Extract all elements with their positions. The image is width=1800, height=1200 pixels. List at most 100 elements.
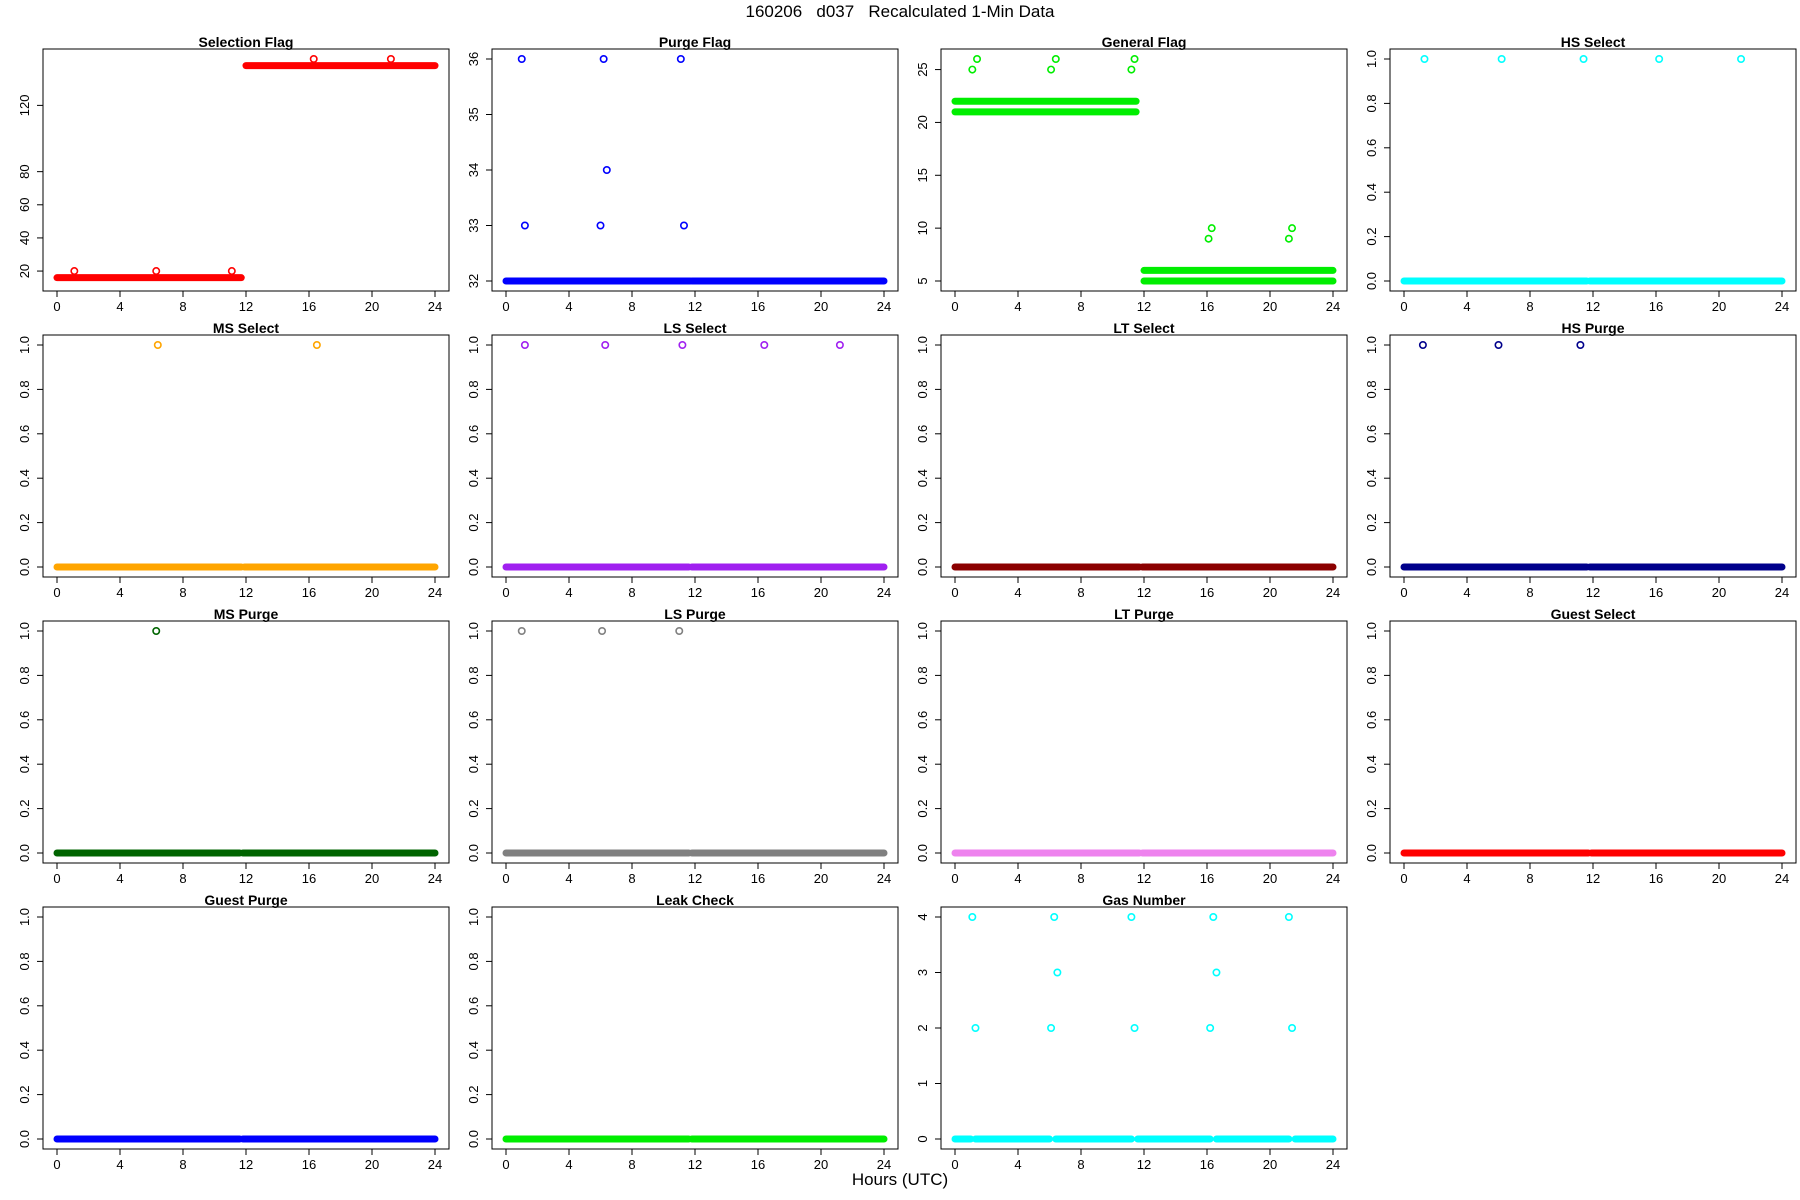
x-tick-label: 0 [1400, 299, 1407, 314]
x-tick-label: 16 [751, 1157, 765, 1172]
plot-frame [1389, 334, 1797, 578]
y-tick-label: 1.0 [466, 622, 481, 640]
y-tick-label: 0.0 [17, 844, 32, 862]
data-point [520, 340, 529, 349]
y-tick-label: 2 [915, 1024, 930, 1031]
x-tick-label: 20 [1263, 299, 1277, 314]
panel-13: Guest Purge 0 4 8 12 16 20 24 0.0 0.2 0.4 0.6 0.8 1.0 [17, 892, 450, 1172]
y-tick-label: 0.6 [1364, 139, 1379, 157]
x-tick-label: 8 [1526, 299, 1533, 314]
x-tick-label: 24 [1326, 299, 1340, 314]
x-tick-label: 12 [239, 585, 253, 600]
x-tick-label: 24 [877, 299, 891, 314]
x-tick-label: 4 [1463, 585, 1470, 600]
y-tick-label: 0.2 [466, 514, 481, 532]
data-point [153, 340, 162, 349]
y-tick-label: 1.0 [1364, 336, 1379, 354]
plot-frame [42, 906, 450, 1150]
x-tick-label: 20 [1263, 585, 1277, 600]
y-tick-label: 0.8 [466, 666, 481, 684]
data-point [1655, 54, 1664, 63]
data-point [152, 626, 161, 635]
x-tick-label: 8 [179, 299, 186, 314]
x-tick-label: 8 [179, 871, 186, 886]
plot-frame [1389, 620, 1797, 864]
data-point [1047, 65, 1056, 74]
x-tick-label: 12 [688, 585, 702, 600]
panel-10: LS Purge 0 4 8 12 16 20 24 0.0 0.2 0.4 0.6 0.8 1.0 [466, 606, 899, 886]
data-point [312, 340, 321, 349]
panel-title: Selection Flag [199, 34, 294, 50]
x-tick-label: 4 [1014, 585, 1021, 600]
y-tick-label: 0.8 [17, 666, 32, 684]
plot-frame [940, 620, 1348, 864]
x-axis: 0 4 8 12 16 20 24 [53, 1148, 442, 1172]
y-tick-label: 0.6 [466, 997, 481, 1015]
x-axis: 0 4 8 12 16 20 24 [502, 862, 891, 886]
x-tick-label: 8 [1077, 871, 1084, 886]
x-tick-label: 0 [1400, 871, 1407, 886]
y-tick-label: 0.8 [915, 380, 930, 398]
x-tick-label: 16 [1200, 299, 1214, 314]
x-tick-label: 12 [1137, 585, 1151, 600]
y-tick-label: 0.6 [1364, 711, 1379, 729]
y-axis: 0.0 0.2 0.4 0.6 0.8 1.0 [17, 908, 44, 1148]
plot-frame [42, 620, 450, 864]
x-tick-label: 0 [951, 299, 958, 314]
x-axis: 0 4 8 12 16 20 24 [951, 576, 1340, 600]
x-tick-label: 24 [1326, 1157, 1340, 1172]
panel-title: Guest Purge [204, 892, 287, 908]
y-tick-label: 0.0 [17, 1130, 32, 1148]
y-tick-label: 40 [17, 231, 32, 245]
y-tick-label: 1 [915, 1080, 930, 1087]
x-tick-label: 24 [1326, 585, 1340, 600]
x-tick-label: 16 [1649, 585, 1663, 600]
x-tick-label: 8 [179, 585, 186, 600]
x-tick-label: 12 [1586, 299, 1600, 314]
data-point [602, 166, 611, 175]
x-tick-label: 8 [628, 299, 635, 314]
y-tick-label: 4 [915, 913, 930, 920]
y-axis: 0.0 0.2 0.4 0.6 0.8 1.0 [466, 336, 493, 576]
y-tick-label: 35 [466, 107, 481, 121]
page-title: 160206 d037 Recalculated 1-Min Data [745, 2, 1055, 21]
y-tick-label: 0.8 [466, 380, 481, 398]
data-point [70, 267, 79, 276]
x-axis: 0 4 8 12 16 20 24 [951, 1148, 1340, 1172]
x-axis: 0 4 8 12 16 20 24 [951, 862, 1340, 886]
panel-14: Leak Check 0 4 8 12 16 20 24 0.0 0.2 0.4 0.6 0.8 1.0 [466, 892, 899, 1172]
x-tick-label: 20 [1712, 585, 1726, 600]
data-point [968, 65, 977, 74]
y-tick-label: 0.4 [466, 1041, 481, 1059]
y-tick-label: 80 [17, 164, 32, 178]
x-tick-label: 4 [565, 871, 572, 886]
y-axis: 0.0 0.2 0.4 0.6 0.8 1.0 [17, 336, 44, 576]
y-tick-label: 0.8 [1364, 666, 1379, 684]
x-tick-label: 0 [502, 871, 509, 886]
y-tick-label: 0.6 [1364, 425, 1379, 443]
y-tick-label: 0.8 [1364, 380, 1379, 398]
data-point [1284, 912, 1293, 921]
x-tick-label: 20 [1712, 299, 1726, 314]
x-axis: 0 4 8 12 16 20 24 [502, 576, 891, 600]
data-point [973, 54, 982, 63]
y-tick-label: 0.6 [915, 711, 930, 729]
panel-4: HS Select 0 4 8 12 16 20 24 0.0 0.2 0.4 0.6 0.8 1.0 [1364, 34, 1797, 314]
x-tick-label: 24 [428, 585, 442, 600]
plot-frame [940, 48, 1348, 292]
y-axis: 0.0 0.2 0.4 0.6 0.8 1.0 [466, 622, 493, 862]
plot-frame [42, 48, 450, 292]
x-tick-label: 12 [1137, 871, 1151, 886]
x-tick-label: 8 [628, 871, 635, 886]
data-point [1206, 1024, 1215, 1033]
x-tick-label: 8 [1077, 299, 1084, 314]
y-tick-label: 1.0 [915, 336, 930, 354]
plot-frame [491, 48, 899, 292]
y-axis: 0.0 0.2 0.4 0.6 0.8 1.0 [1364, 50, 1391, 290]
x-tick-label: 4 [116, 299, 123, 314]
y-tick-label: 0.4 [17, 469, 32, 487]
x-tick-label: 12 [1586, 871, 1600, 886]
y-tick-label: 36 [466, 52, 481, 66]
panel-6: LS Select 0 4 8 12 16 20 24 0.0 0.2 0.4 0.6 0.8 1.0 [466, 320, 899, 600]
y-tick-label: 0.2 [17, 1086, 32, 1104]
